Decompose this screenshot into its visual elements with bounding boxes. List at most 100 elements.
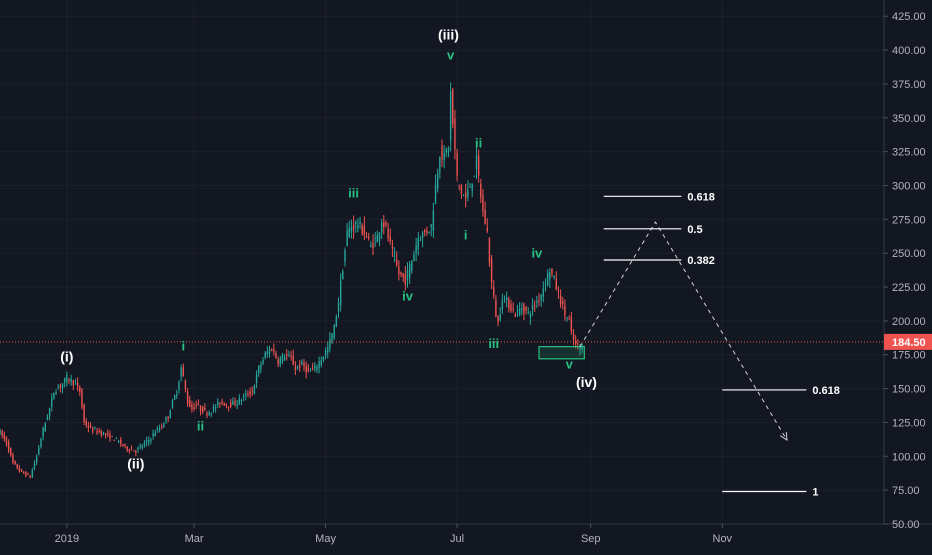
- candle-body: [124, 444, 126, 446]
- candle-body: [316, 366, 318, 371]
- candle-body: [161, 426, 163, 428]
- candle-body: [419, 239, 422, 241]
- candle-body: [152, 433, 154, 437]
- candle-body: [199, 405, 202, 411]
- candle-body: [296, 366, 299, 368]
- candlesticks: [0, 82, 583, 479]
- candle-body: [309, 370, 312, 372]
- candle-body: [16, 464, 18, 469]
- candle-body: [551, 268, 553, 274]
- candle-body: [365, 236, 368, 238]
- candle-body: [61, 383, 64, 389]
- candle-body: [23, 472, 25, 474]
- candle-body: [544, 284, 547, 286]
- candle-body: [577, 343, 579, 345]
- candle-body: [346, 230, 348, 247]
- candle-body: [117, 441, 120, 443]
- y-axis[interactable]: 425.00 400.00 375.00 350.00 325.00 300.00 275.…: [884, 11, 926, 531]
- candle-body: [514, 314, 517, 317]
- candle-body: [286, 353, 288, 356]
- candle-body: [126, 446, 128, 450]
- candle-body: [281, 354, 284, 363]
- wave-label-sub: iii: [348, 186, 359, 201]
- candle-body: [363, 226, 366, 235]
- candle-body: [305, 365, 307, 373]
- candle-body: [242, 396, 245, 398]
- candle-body: [167, 417, 169, 419]
- candle-body: [219, 402, 221, 405]
- candle-body: [443, 152, 445, 160]
- candle-body: [87, 426, 90, 428]
- candle-body: [311, 368, 314, 370]
- candle-body: [439, 157, 441, 173]
- candle-body: [320, 360, 322, 365]
- candle-body: [70, 378, 72, 382]
- candle-body: [31, 469, 34, 478]
- candle-body: [501, 300, 504, 310]
- candle-body: [236, 404, 238, 406]
- candle-body: [158, 428, 161, 430]
- y-tick-label: 225.00: [892, 282, 926, 294]
- candle-body: [38, 447, 40, 455]
- candle-body: [372, 242, 374, 249]
- candle-body: [359, 221, 361, 224]
- candle-body: [568, 318, 570, 320]
- candle-body: [258, 366, 260, 374]
- candle-body: [447, 147, 450, 153]
- candle-body: [484, 210, 486, 225]
- last-price-tag: 184.50: [884, 333, 932, 350]
- candle-body: [92, 428, 94, 432]
- candle-body: [273, 349, 275, 352]
- candle-body: [29, 475, 31, 478]
- candle-body: [72, 380, 75, 385]
- wave-label-sub: iv: [402, 289, 414, 304]
- candle-body: [413, 254, 415, 262]
- candle-body: [337, 302, 340, 312]
- candle-body: [66, 374, 68, 383]
- candle-body: [370, 245, 372, 247]
- candle-body: [113, 439, 115, 441]
- candle-body: [98, 430, 100, 432]
- candle-body: [471, 183, 473, 191]
- candle-body: [383, 222, 385, 227]
- candle-body: [204, 407, 206, 410]
- candle-body: [163, 424, 165, 428]
- candle-body: [456, 152, 458, 176]
- candle-body: [361, 224, 363, 235]
- candle-body: [180, 367, 182, 377]
- candle-body: [85, 421, 87, 426]
- candle-body: [128, 449, 131, 452]
- projection-path: [579, 221, 788, 441]
- candle-body: [566, 317, 568, 319]
- candle-body: [480, 183, 482, 198]
- candle-body: [193, 407, 195, 410]
- candle-body: [120, 439, 122, 445]
- candle-body: [411, 260, 413, 271]
- candle-body: [301, 361, 303, 366]
- candle-body: [378, 232, 381, 242]
- candle-body: [482, 195, 484, 212]
- x-axis[interactable]: 2019 Mar May Jul Sep Nov: [55, 524, 733, 545]
- y-tick-label: 50.00: [892, 519, 920, 531]
- candle-body: [393, 255, 396, 257]
- candle-body: [508, 298, 510, 309]
- candle-body: [549, 272, 551, 280]
- candle-body: [206, 413, 208, 416]
- candle-body: [260, 364, 262, 369]
- candle-body: [374, 238, 376, 240]
- candle-body: [191, 404, 193, 410]
- candle-body: [201, 406, 204, 413]
- candle-body: [0, 429, 1, 435]
- candle-body: [400, 271, 402, 275]
- candle-body: [428, 231, 430, 233]
- y-tick-label: 275.00: [892, 214, 926, 226]
- candle-body: [232, 401, 234, 405]
- candle-body: [490, 258, 493, 282]
- candle-body: [327, 347, 329, 353]
- wave-label-sub: iii: [488, 336, 499, 351]
- candle-body: [536, 300, 538, 303]
- wave-label-main: (i): [60, 349, 73, 365]
- candle-body: [564, 305, 566, 316]
